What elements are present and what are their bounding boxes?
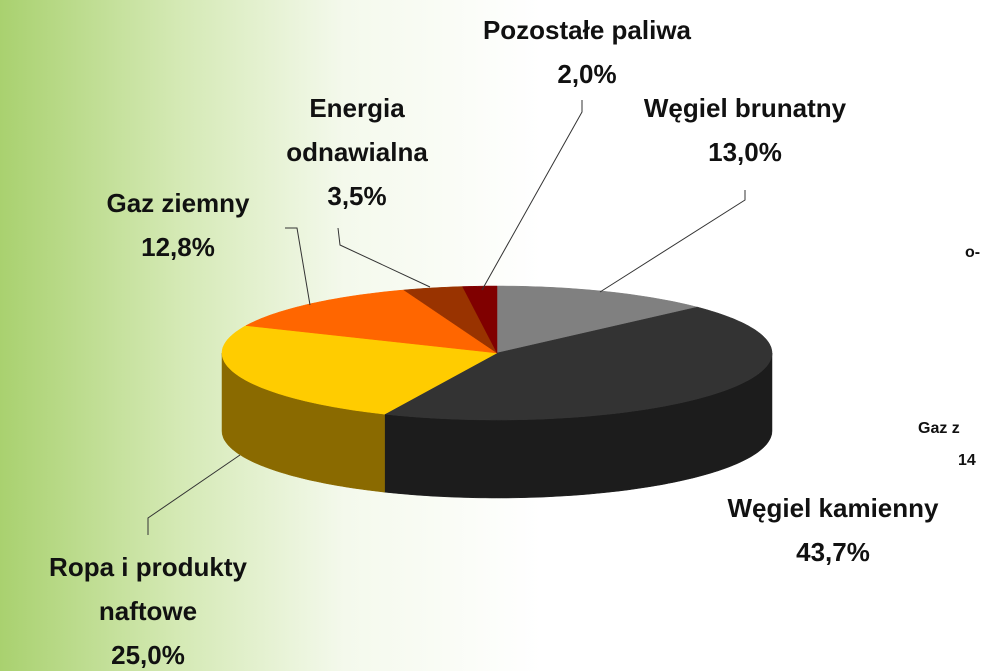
category-label: Gaz ziemny — [106, 188, 250, 218]
leader-line — [599, 190, 746, 293]
slice — [383, 306, 773, 421]
value-label: 3,5% — [327, 181, 387, 211]
category-label: Węgiel brunatny — [643, 93, 847, 123]
slice-label: Ropa i produkty naftowe 25,0% — [3, 545, 293, 671]
slice-label: Pozostałe paliwa 2,0% — [407, 8, 767, 96]
value-label: 12,8% — [141, 232, 215, 262]
slice-label: Gaz ziemny 12,8% — [63, 181, 293, 269]
value-label: 13,0% — [708, 137, 782, 167]
offscreen-label: o- — [965, 244, 981, 261]
slice — [462, 285, 498, 354]
slice-label: Węgiel kamienny 43,7% — [673, 486, 985, 574]
leader-lines — [147, 100, 746, 535]
leader-line — [337, 227, 431, 288]
slice — [221, 325, 498, 415]
category-label: Węgiel kamienny — [727, 493, 939, 523]
value-label: 2,0% — [557, 59, 617, 89]
slice-label: Energia odnawialna 3,5% — [262, 86, 452, 218]
category-label: Pozostałe paliwa — [482, 15, 692, 45]
value-label: 43,7% — [796, 537, 870, 567]
category-label: Energia odnawialna — [286, 93, 428, 167]
value-label: 25,0% — [111, 640, 185, 670]
leader-line — [285, 227, 311, 306]
offscreen-label: Gaz z — [918, 420, 960, 437]
slice — [403, 286, 498, 354]
leader-line — [481, 100, 583, 291]
slice-label: Węgiel brunatny 13,0% — [585, 86, 905, 174]
leader-line — [147, 454, 241, 535]
offscreen-label: 14 — [958, 452, 976, 469]
category-label: Ropa i produkty naftowe — [49, 552, 247, 626]
slice — [496, 285, 698, 354]
